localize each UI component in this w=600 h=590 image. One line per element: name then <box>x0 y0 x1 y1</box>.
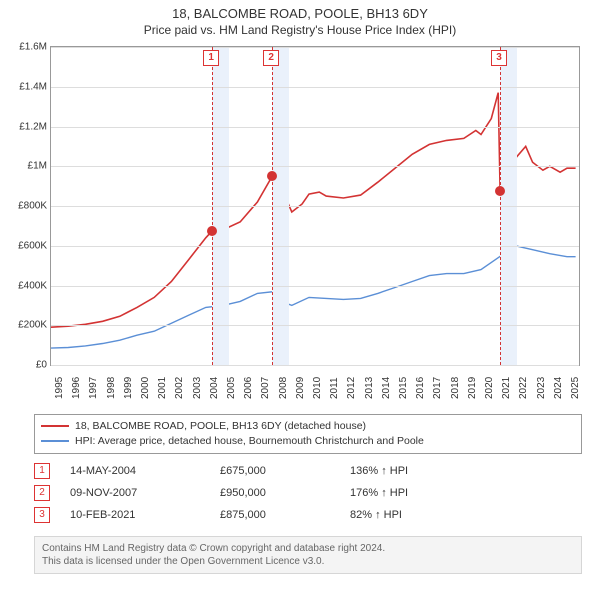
sales-table: 1 14-MAY-2004£675,000136% ↑ HPI 2 09-NOV-20… <box>34 460 582 526</box>
x-tick-label: 2025 <box>570 377 581 399</box>
sale-marker-ref: 1 <box>34 463 50 479</box>
x-tick-label: 2008 <box>278 377 289 399</box>
sale-date: 10-FEB-2021 <box>70 509 220 521</box>
y-tick-label: £1.2M <box>1 121 51 132</box>
legend-swatch <box>41 440 69 442</box>
x-tick-label: 2006 <box>243 377 254 399</box>
x-tick-label: 1995 <box>54 377 65 399</box>
sale-row: 2 09-NOV-2007£950,000176% ↑ HPI <box>34 482 582 504</box>
x-tick-label: 2009 <box>295 377 306 399</box>
sale-vline <box>212 47 213 365</box>
y-tick-label: £0 <box>1 360 51 371</box>
y-tick-label: £200K <box>1 320 51 331</box>
x-tick-label: 2001 <box>157 377 168 399</box>
chart-container: 18, BALCOMBE ROAD, POOLE, BH13 6DY Price… <box>0 0 600 590</box>
x-tick-label: 2014 <box>381 377 392 399</box>
x-tick-label: 2005 <box>226 377 237 399</box>
x-tick-label: 2015 <box>398 377 409 399</box>
x-tick-label: 2013 <box>364 377 375 399</box>
x-tick-label: 1999 <box>123 377 134 399</box>
x-tick-label: 1998 <box>106 377 117 399</box>
sale-pct: 82% ↑ HPI <box>350 509 402 521</box>
x-tick-label: 2011 <box>329 377 340 399</box>
x-tick-label: 2023 <box>536 377 547 399</box>
sale-point <box>495 186 505 196</box>
series-property <box>51 93 576 328</box>
y-tick-label: £1.4M <box>1 81 51 92</box>
sale-price: £875,000 <box>220 509 350 521</box>
gridline <box>51 365 579 366</box>
y-tick-label: £800K <box>1 201 51 212</box>
x-tick-label: 2003 <box>192 377 203 399</box>
footer-line-2: This data is licensed under the Open Gov… <box>42 555 574 568</box>
legend-label: HPI: Average price, detached house, Bour… <box>75 435 424 447</box>
sale-pct: 176% ↑ HPI <box>350 487 408 499</box>
sale-marker: 2 <box>263 50 279 66</box>
legend-item: HPI: Average price, detached house, Bour… <box>41 434 575 449</box>
sale-row: 3 10-FEB-2021£875,00082% ↑ HPI <box>34 504 582 526</box>
chart-title: 18, BALCOMBE ROAD, POOLE, BH13 6DY <box>0 0 600 21</box>
sale-date: 09-NOV-2007 <box>70 487 220 499</box>
plot-area: £0£200K£400K£600K£800K£1M£1.2M£1.4M£1.6M… <box>50 46 580 366</box>
sale-marker: 3 <box>491 50 507 66</box>
x-tick-label: 2004 <box>209 377 220 399</box>
x-tick-label: 2002 <box>174 377 185 399</box>
x-tick-label: 2018 <box>450 377 461 399</box>
legend-swatch <box>41 425 69 427</box>
x-tick-label: 2007 <box>260 377 271 399</box>
legend-label: 18, BALCOMBE ROAD, POOLE, BH13 6DY (deta… <box>75 420 366 432</box>
sale-point <box>267 171 277 181</box>
x-tick-label: 1996 <box>71 377 82 399</box>
sale-row: 1 14-MAY-2004£675,000136% ↑ HPI <box>34 460 582 482</box>
x-tick-label: 2012 <box>346 377 357 399</box>
x-tick-label: 2022 <box>518 377 529 399</box>
x-tick-label: 2019 <box>467 377 478 399</box>
y-tick-label: £600K <box>1 240 51 251</box>
footer-line-1: Contains HM Land Registry data © Crown c… <box>42 542 574 555</box>
y-tick-label: £1M <box>1 161 51 172</box>
x-tick-label: 2020 <box>484 377 495 399</box>
sale-date: 14-MAY-2004 <box>70 465 220 477</box>
legend-item: 18, BALCOMBE ROAD, POOLE, BH13 6DY (deta… <box>41 419 575 434</box>
x-tick-label: 2021 <box>501 377 512 399</box>
y-tick-label: £400K <box>1 280 51 291</box>
x-tick-label: 2010 <box>312 377 323 399</box>
x-tick-label: 2024 <box>553 377 564 399</box>
sale-vline <box>272 47 273 365</box>
footer-note: Contains HM Land Registry data © Crown c… <box>34 536 582 574</box>
y-tick-label: £1.6M <box>1 42 51 53</box>
sale-marker-ref: 2 <box>34 485 50 501</box>
sale-price: £675,000 <box>220 465 350 477</box>
sale-pct: 136% ↑ HPI <box>350 465 408 477</box>
sale-point <box>207 226 217 236</box>
x-tick-label: 2016 <box>415 377 426 399</box>
series-hpi <box>51 246 576 348</box>
legend: 18, BALCOMBE ROAD, POOLE, BH13 6DY (deta… <box>34 414 582 454</box>
sale-marker: 1 <box>203 50 219 66</box>
x-tick-label: 1997 <box>88 377 99 399</box>
sale-price: £950,000 <box>220 487 350 499</box>
sale-vline <box>500 47 501 365</box>
x-tick-label: 2000 <box>140 377 151 399</box>
sale-marker-ref: 3 <box>34 507 50 523</box>
chart-subtitle: Price paid vs. HM Land Registry's House … <box>0 21 600 41</box>
x-tick-label: 2017 <box>432 377 443 399</box>
